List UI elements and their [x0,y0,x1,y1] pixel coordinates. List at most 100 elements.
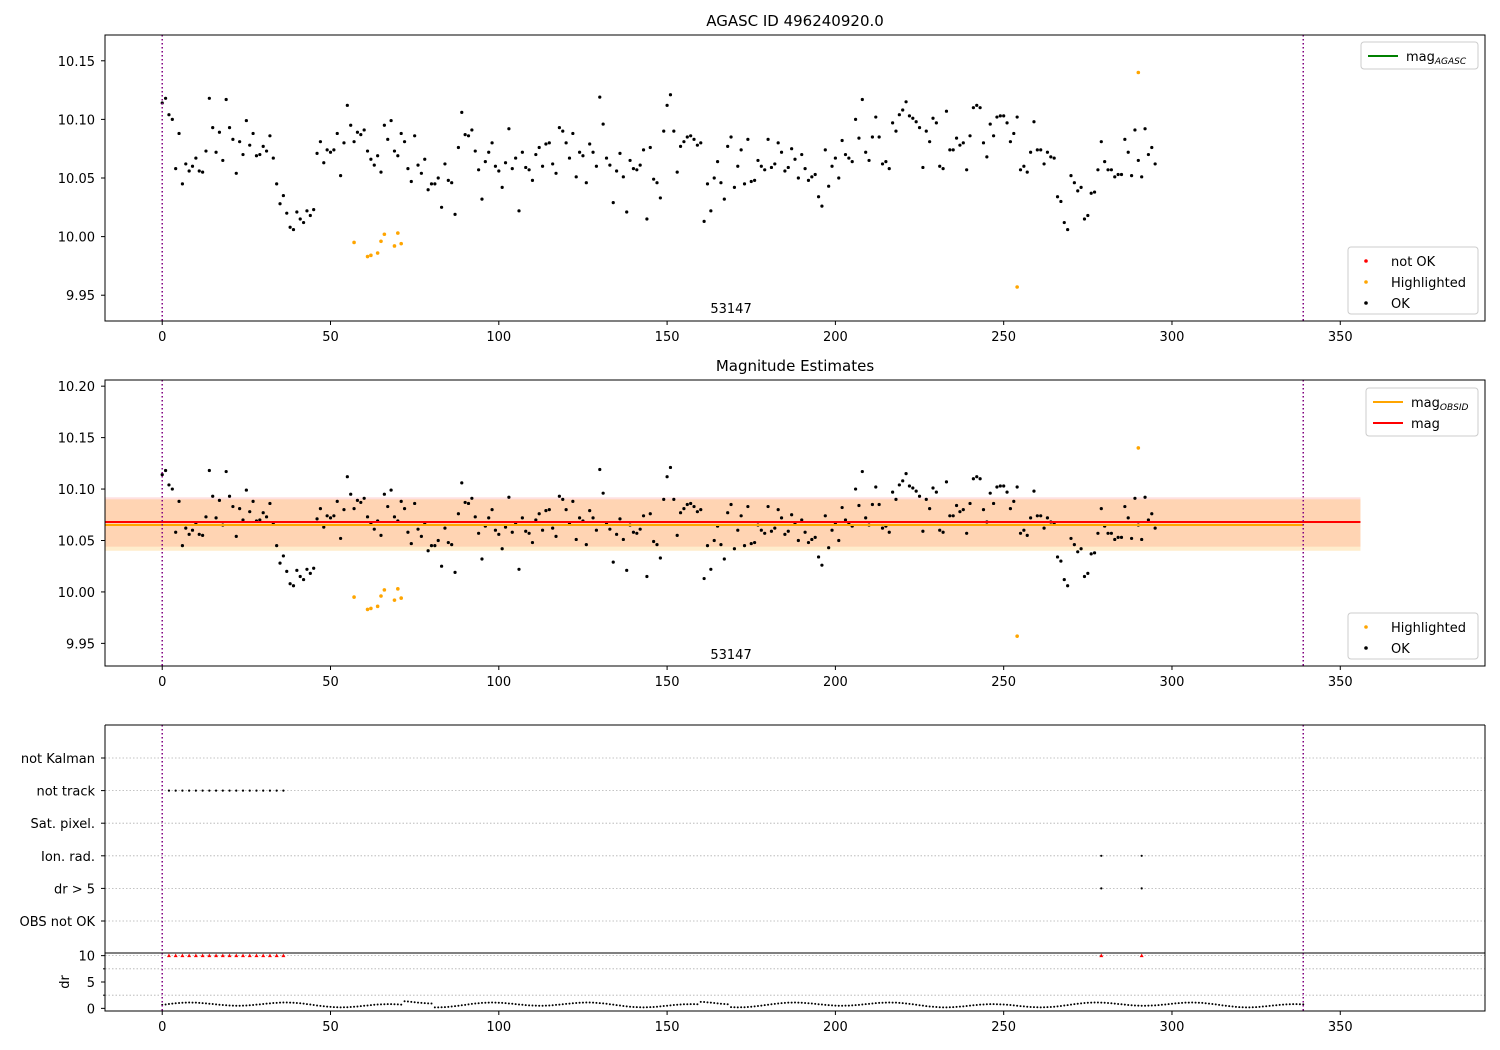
ok-point [503,525,508,529]
ok-point [419,171,423,175]
ok-point [790,513,794,517]
dr-point [935,1006,938,1009]
ok-point [517,567,521,571]
ok-point [1099,140,1103,144]
ok-point [860,97,864,102]
dr-clipped-marker [247,953,252,958]
ok-point [318,506,323,511]
ok-point [897,483,901,487]
ok-point [769,529,774,533]
ok-point [547,508,551,512]
flag-label: dr > 5 [54,882,95,897]
dr-point [635,1006,638,1009]
ok-point [965,531,969,535]
dr-point [322,1005,325,1008]
ok-point [241,152,245,157]
ok-point [823,514,827,518]
ok-point [615,532,619,536]
dr-point [578,1001,581,1004]
ok-point [537,145,541,150]
dr-point [245,1004,248,1007]
ok-point [1062,577,1066,582]
dr-point [544,1004,547,1007]
ok-point [382,492,386,496]
dr-point [454,1005,457,1008]
ok-point [1072,181,1076,185]
panel1-x-tick-label: 250 [991,330,1016,345]
panel1-legend-bottom-frame [1347,246,1479,315]
ok-point [507,495,511,499]
ok-point [231,137,235,141]
ok-point [837,176,841,180]
ok-point [746,137,750,141]
dr-clipped-marker [173,953,178,958]
ok-point [1123,137,1127,141]
dr-point [457,1004,460,1007]
dr-point [541,1004,544,1007]
ok-point [288,582,292,586]
ok-point [1035,514,1039,518]
dr-point [268,1002,271,1005]
ok-point [884,159,888,164]
ok-point [598,95,602,99]
ok-point [349,123,353,127]
dr-point [470,1002,473,1005]
ok-point [840,138,844,143]
dr-point [373,1003,376,1006]
ok-point [911,486,915,490]
not-track-flag [174,789,177,792]
ok-point [776,508,780,512]
ok-point [1136,158,1140,163]
ok-point [332,514,336,518]
dr-point [487,1001,490,1004]
panel4-x-tick-label: 250 [991,1020,1016,1035]
dr-point [581,1001,584,1004]
panel4-x-tick-label: 300 [1160,1020,1185,1035]
ok-point [339,536,343,541]
ok-point [860,469,864,474]
ok-point [308,571,312,576]
dr-point [820,1003,823,1006]
ok-point [891,121,895,125]
dr-point [504,1002,507,1005]
ok-point [705,544,710,548]
ok-point [251,499,255,503]
ok-point [581,154,585,158]
ok-point [500,547,504,551]
dr-point [309,1003,312,1006]
dr-point [894,1001,897,1004]
ok-point [981,141,986,145]
ok-point [810,537,814,542]
ok-point [298,574,302,579]
dr-point [726,1003,729,1006]
panel2-x-tick-label: 50 [322,675,339,690]
ok-point [763,531,767,535]
dr-point [868,1002,871,1005]
ok-point [1116,172,1120,177]
panel2-y-tick-label: 10.15 [58,432,95,447]
ok-point [305,209,309,213]
dr-point [592,1001,595,1004]
dr-point [1073,1003,1076,1006]
ok-point [857,503,861,508]
dr-point [995,1003,998,1006]
ok-point [224,97,228,102]
ok-point [564,141,568,145]
dr-point [319,1004,322,1007]
ok-point [985,155,989,159]
ok-point [941,167,945,171]
ok-point [625,568,629,572]
dr-point [433,1006,436,1009]
ok-point [816,555,821,559]
ok-point [689,134,693,138]
ok-point [540,164,545,168]
dr-clipped-marker [207,953,212,958]
ok-point [621,537,625,542]
ok-point [254,154,259,158]
ok-point [712,176,716,180]
dr-point [1234,1005,1237,1008]
dr-clipped-marker [281,953,286,958]
dr-point [1204,1002,1207,1005]
dr-clipped-marker [193,953,198,958]
panel2-x-tick-label: 250 [991,675,1016,690]
